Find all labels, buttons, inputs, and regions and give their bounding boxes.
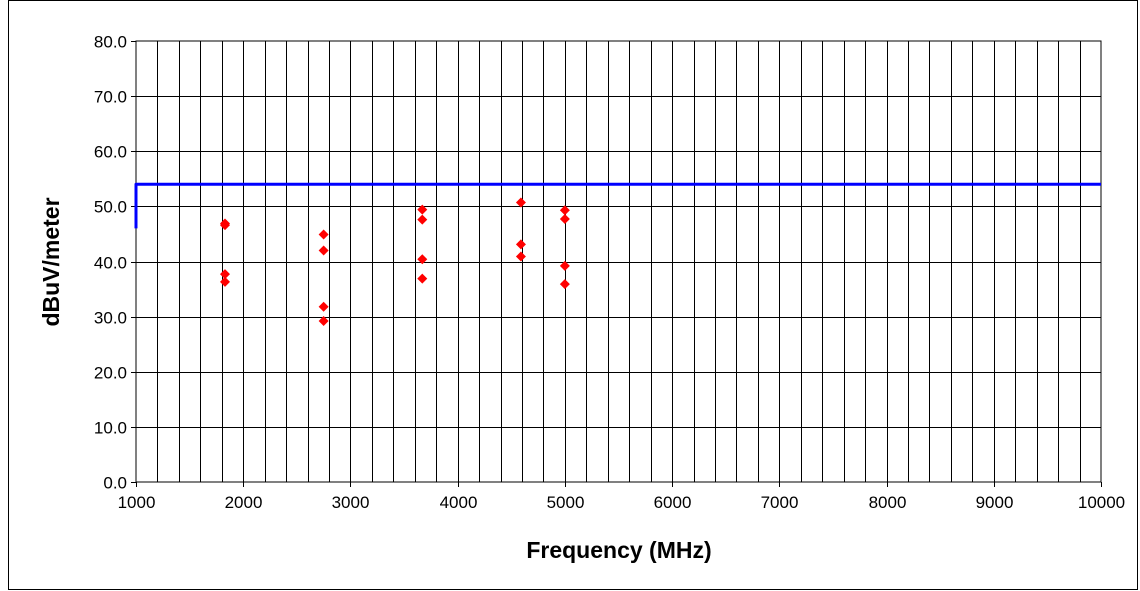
data-point [559,260,570,271]
x-tick-label: 3000 [332,493,370,512]
plot-area [136,41,1101,482]
y-tick-label: 60.0 [94,143,127,162]
x-tick-label: 5000 [547,493,585,512]
limit-line [134,182,1101,229]
x-axis-title: Frequency (MHz) [526,537,711,563]
x-tick-label: 4000 [440,493,478,512]
x-tick-label: 6000 [654,493,692,512]
y-tick-label: 20.0 [94,364,127,383]
plot-border [135,40,1102,483]
data-point [417,204,428,215]
grid-lines [136,41,1101,482]
x-tick-label: 10000 [1078,493,1125,512]
x-tick-label: 8000 [869,493,907,512]
y-tick-label: 0.0 [103,474,127,493]
x-axis-tick-labels: 1000 2000 3000 4000 5000 6000 7000 8000 9000 1000… [118,482,1125,512]
y-tick-label: 30.0 [94,309,127,328]
data-point [559,205,570,216]
chart-frame: 1000 2000 3000 4000 5000 6000 7000 8000 9000 1000… [8,0,1138,590]
chart-svg: 1000 2000 3000 4000 5000 6000 7000 8000 9000 1000… [38,33,1125,564]
data-point [318,229,329,240]
x-tick-label: 7000 [761,493,799,512]
x-tick-label: 9000 [976,493,1014,512]
y-axis-title: dBuV/meter [38,197,64,326]
data-point [219,220,230,231]
y-tick-label: 70.0 [94,88,127,107]
data-point [219,269,230,280]
data-point [559,214,570,225]
y-tick-label: 40.0 [94,254,127,273]
y-tick-label: 50.0 [94,198,127,217]
data-point [515,251,526,262]
x-tick-label: 2000 [225,493,263,512]
data-point [515,239,526,250]
data-point [417,214,428,225]
y-tick-label: 10.0 [94,419,127,438]
data-point [559,279,570,290]
y-tick-label: 80.0 [94,33,127,52]
data-point [318,245,329,256]
data-point [219,276,230,287]
data-point [417,273,428,284]
data-point [515,197,526,208]
data-point [318,316,329,327]
data-series [134,182,1101,327]
x-tick-label: 1000 [118,493,156,512]
data-point [417,254,428,265]
y-axis-tick-labels: 0.0 10.0 20.0 30.0 40.0 50.0 60.0 70.0 80.0 [94,33,136,493]
data-point [318,301,329,312]
